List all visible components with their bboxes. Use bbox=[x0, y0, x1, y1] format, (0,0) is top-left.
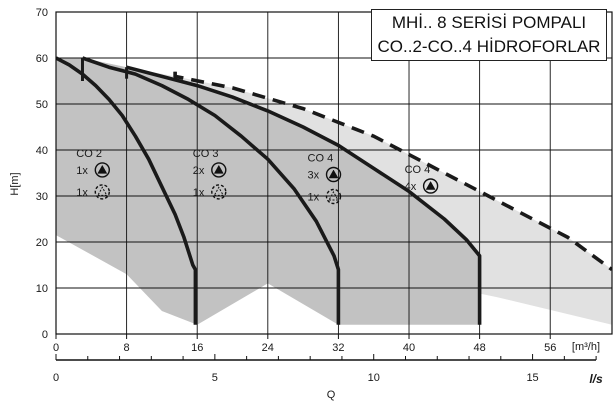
x-tick-label-bottom: 15 bbox=[526, 372, 538, 384]
series-curve-4 bbox=[173, 71, 612, 272]
y-axis: 0 10 20 30 40 50 60 70 bbox=[36, 7, 48, 341]
y-tick-label: 70 bbox=[36, 7, 48, 19]
x-tick-label-top: 24 bbox=[262, 342, 274, 354]
standby-pump-triangle bbox=[213, 186, 225, 196]
plot-border bbox=[55, 11, 613, 335]
standby-pump-icon bbox=[211, 184, 227, 200]
standby-pump-triangle bbox=[328, 190, 339, 201]
pump-triangle bbox=[425, 180, 436, 190]
y-tick-label: 0 bbox=[42, 329, 48, 341]
annotation-count-2-2: 1x bbox=[193, 187, 205, 199]
pump-icon bbox=[325, 166, 342, 183]
pump-icon bbox=[422, 178, 439, 194]
chart-title-box: MHİ.. 8 SERİSİ POMPALI CO..2-CO..4 HİDRO… bbox=[371, 9, 607, 61]
y-tick-label: 50 bbox=[36, 99, 48, 111]
pump-annotations: CO 2 1x 1x CO 3 2x 1x CO 4 3x 1x CO 4 4x bbox=[76, 148, 439, 205]
annotation-label-1: CO 2 bbox=[76, 148, 102, 160]
pump-icon bbox=[94, 162, 110, 178]
operating-areas bbox=[56, 58, 612, 325]
y-tick-label: 40 bbox=[36, 145, 48, 157]
x-tick-label-bottom: 5 bbox=[212, 372, 218, 384]
pump-triangle bbox=[213, 164, 224, 174]
curves bbox=[56, 56, 612, 325]
x-axis-label: Q bbox=[327, 389, 336, 401]
x-axis-m3h: 0 8 16 24 32 40 48 56 bbox=[53, 334, 556, 354]
x-axis-ls: 0 5 10 15 bbox=[53, 354, 597, 384]
annotation-count-3-2: 1x bbox=[308, 192, 320, 204]
y-tick-label: 30 bbox=[36, 191, 48, 203]
x-tick-label-top: 0 bbox=[53, 342, 59, 354]
annotation-count-1-1: 1x bbox=[76, 165, 88, 177]
x-unit-top: [m³/h] bbox=[572, 341, 600, 353]
x-tick-label-top: 48 bbox=[473, 342, 485, 354]
series-curve-1 bbox=[56, 56, 198, 325]
standby-pump-triangle bbox=[96, 186, 108, 196]
annotation-label-4: CO 4 bbox=[405, 164, 431, 176]
x-tick-label-bottom: 0 bbox=[53, 372, 59, 384]
x-tick-label-bottom: 10 bbox=[368, 372, 380, 384]
chart-title-line-1: MHİ.. 8 SERİSİ POMPALI bbox=[391, 13, 587, 32]
y-tick-label: 60 bbox=[36, 53, 48, 65]
standby-pump-icon bbox=[325, 188, 342, 205]
annotation-count-1-2: 1x bbox=[76, 187, 88, 199]
pump-triangle bbox=[328, 169, 339, 179]
chart-title-line-2: CO..2-CO..4 HİDROFORLAR bbox=[377, 37, 601, 56]
grid bbox=[56, 12, 612, 334]
x-tick-label-top: 32 bbox=[332, 342, 344, 354]
annotation-count-2-1: 2x bbox=[193, 165, 205, 177]
x-unit-bottom: l/s bbox=[589, 372, 603, 386]
annotation-count-4-1: 4x bbox=[405, 181, 417, 193]
y-tick-label: 10 bbox=[36, 283, 48, 295]
y-axis-label: H[m] bbox=[9, 172, 21, 195]
pump-icon bbox=[211, 162, 227, 178]
plot-frame bbox=[55, 11, 613, 335]
annotation-label-3: CO 4 bbox=[308, 153, 334, 165]
standby-pump-icon bbox=[94, 184, 110, 200]
x-tick-label-top: 8 bbox=[124, 342, 130, 354]
x-tick-label-top: 56 bbox=[544, 342, 556, 354]
x-tick-label-top: 40 bbox=[403, 342, 415, 354]
series-curve-3 bbox=[126, 65, 482, 325]
annotation-label-2: CO 3 bbox=[193, 148, 219, 160]
y-tick-label: 20 bbox=[36, 237, 48, 249]
x-unit-top-text: m³/h bbox=[575, 341, 597, 353]
series-curve-2 bbox=[81, 56, 341, 325]
x-tick-label-top: 16 bbox=[191, 342, 203, 354]
annotation-count-3-1: 3x bbox=[308, 170, 320, 182]
pump-triangle bbox=[97, 164, 108, 174]
